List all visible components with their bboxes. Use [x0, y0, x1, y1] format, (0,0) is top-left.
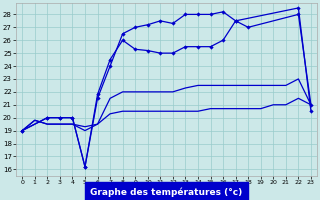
X-axis label: Graphe des températures (°c): Graphe des températures (°c)	[91, 188, 243, 197]
